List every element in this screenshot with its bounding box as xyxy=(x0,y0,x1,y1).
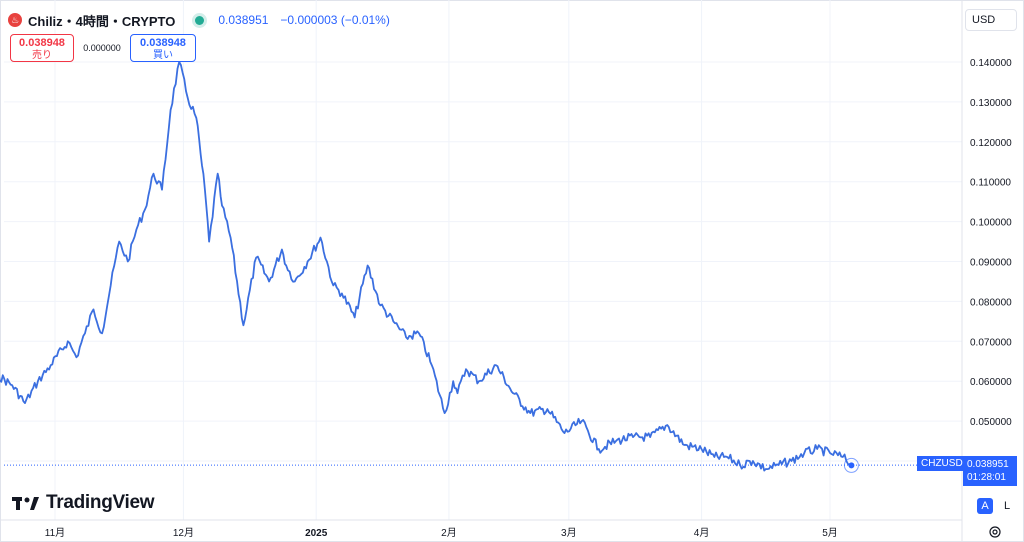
chart-grid xyxy=(4,0,962,520)
price-axis: 0.140000 0.130000 0.120000 0.110000 0.100000… xyxy=(961,0,1012,542)
last-price-tag: 0.038951 01:28:01 xyxy=(963,456,1017,486)
tradingview-logo[interactable]: TradingView xyxy=(12,492,155,514)
sell-button[interactable]: 0.038948 売り xyxy=(10,34,74,62)
buy-label: 買い xyxy=(153,50,173,61)
header-change: −0.000003 (−0.01%) xyxy=(280,13,390,27)
y-tick-label: 0.110000 xyxy=(970,178,1011,189)
x-tick-label: 11月 xyxy=(45,527,65,539)
last-price-value: 0.038951 xyxy=(967,459,1009,470)
market-open-indicator-icon xyxy=(195,15,205,25)
buy-price: 0.038948 xyxy=(140,37,186,49)
currency-selector[interactable]: USD xyxy=(965,9,1017,31)
log-scale-button[interactable]: L xyxy=(1003,500,1011,512)
header-price: 0.038951 xyxy=(218,13,269,27)
y-tick-label: 0.130000 xyxy=(970,98,1012,109)
chart-header: ♨ Chiliz・4時間・CRYPTO 0.038951 −0.000003 (… xyxy=(8,10,390,30)
symbol-title[interactable]: Chiliz・4時間・CRYPTO xyxy=(28,13,176,29)
y-tick-label: 0.090000 xyxy=(970,258,1012,269)
y-tick-label: 0.140000 xyxy=(970,58,1012,69)
x-tick-label: 2月 xyxy=(441,527,457,539)
buy-button[interactable]: 0.038948 買い xyxy=(130,34,196,62)
x-tick-label: 5月 xyxy=(822,527,838,539)
brand-name: TradingView xyxy=(46,492,155,513)
x-tick-label: 12月 xyxy=(173,527,194,539)
y-tick-label: 0.050000 xyxy=(970,417,1012,428)
x-tick-label: 4月 xyxy=(694,527,710,539)
y-tick-label: 0.080000 xyxy=(970,297,1012,308)
y-tick-label: 0.100000 xyxy=(970,218,1012,229)
settings-gear-icon[interactable] xyxy=(988,525,1002,539)
chiliz-logo-icon: ♨ xyxy=(8,13,22,27)
price-line xyxy=(0,61,852,472)
last-point-marker xyxy=(848,462,855,469)
tradingview-logo-icon xyxy=(12,497,39,510)
x-tick-label: 2025 xyxy=(305,528,328,539)
sell-price: 0.038948 xyxy=(19,37,65,49)
time-axis: 11月 12月 2025 2月 3月 4月 5月 xyxy=(0,519,962,539)
trade-panel: 0.038948 売り 0.000000 0.038948 買い xyxy=(10,34,196,62)
y-tick-label: 0.060000 xyxy=(970,377,1012,388)
spread-value: 0.000000 xyxy=(83,43,121,53)
sell-label: 売り xyxy=(32,50,52,61)
auto-scale-button[interactable]: A xyxy=(977,498,993,514)
y-tick-label: 0.070000 xyxy=(970,337,1012,348)
series-group xyxy=(0,61,962,473)
last-point-halo xyxy=(843,457,859,473)
y-tick-label: 0.120000 xyxy=(970,138,1012,149)
bar-countdown: 01:28:01 xyxy=(967,472,1006,483)
x-tick-label: 3月 xyxy=(561,527,577,539)
last-price-symbol-tag: CHZUSD xyxy=(917,456,967,471)
